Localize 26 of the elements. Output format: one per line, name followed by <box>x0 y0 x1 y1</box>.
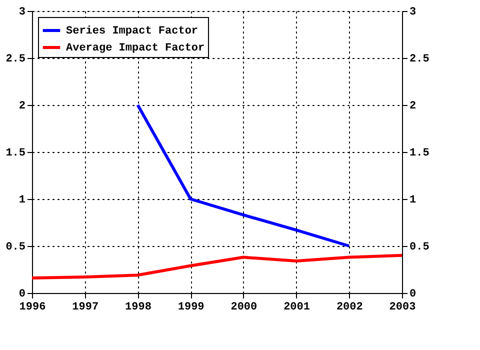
x-tick-label: 1998 <box>125 302 152 314</box>
y2-tick-label: 0 <box>410 288 416 300</box>
y-tick-label: 2 <box>18 100 26 112</box>
y2-tick-label: 3 <box>410 6 416 18</box>
y-tick-label: 0.5 <box>6 242 26 254</box>
y-tick-label: 1 <box>18 194 26 206</box>
x-tick-label: 2002 <box>336 302 363 314</box>
y-tick-label: 3 <box>18 6 26 18</box>
y-tick-label: 1.5 <box>6 148 26 160</box>
x-tick-label: 2000 <box>230 302 258 314</box>
y-tick-label: 0 <box>18 288 26 300</box>
x-tick-label: 2003 <box>389 302 416 314</box>
line-series <box>30 254 404 280</box>
y-tick-label: 2.5 <box>6 54 26 66</box>
legend-label: Series Impact Factor <box>66 26 198 38</box>
legend-label: Average Impact Factor <box>66 42 205 54</box>
y2-tick-label: 2.5 <box>410 54 430 66</box>
line-series <box>136 104 351 248</box>
y2-tick-label: 1 <box>410 194 416 206</box>
x-tick-label: 2001 <box>284 302 310 314</box>
y2-tick-label: 0.5 <box>410 242 430 254</box>
y2-tick-label: 1.5 <box>410 148 430 160</box>
x-tick-label: 1999 <box>178 302 204 314</box>
y2-tick-label: 2 <box>410 100 416 112</box>
x-tick-label: 1996 <box>19 302 46 314</box>
x-tick-label: 1997 <box>72 302 99 314</box>
